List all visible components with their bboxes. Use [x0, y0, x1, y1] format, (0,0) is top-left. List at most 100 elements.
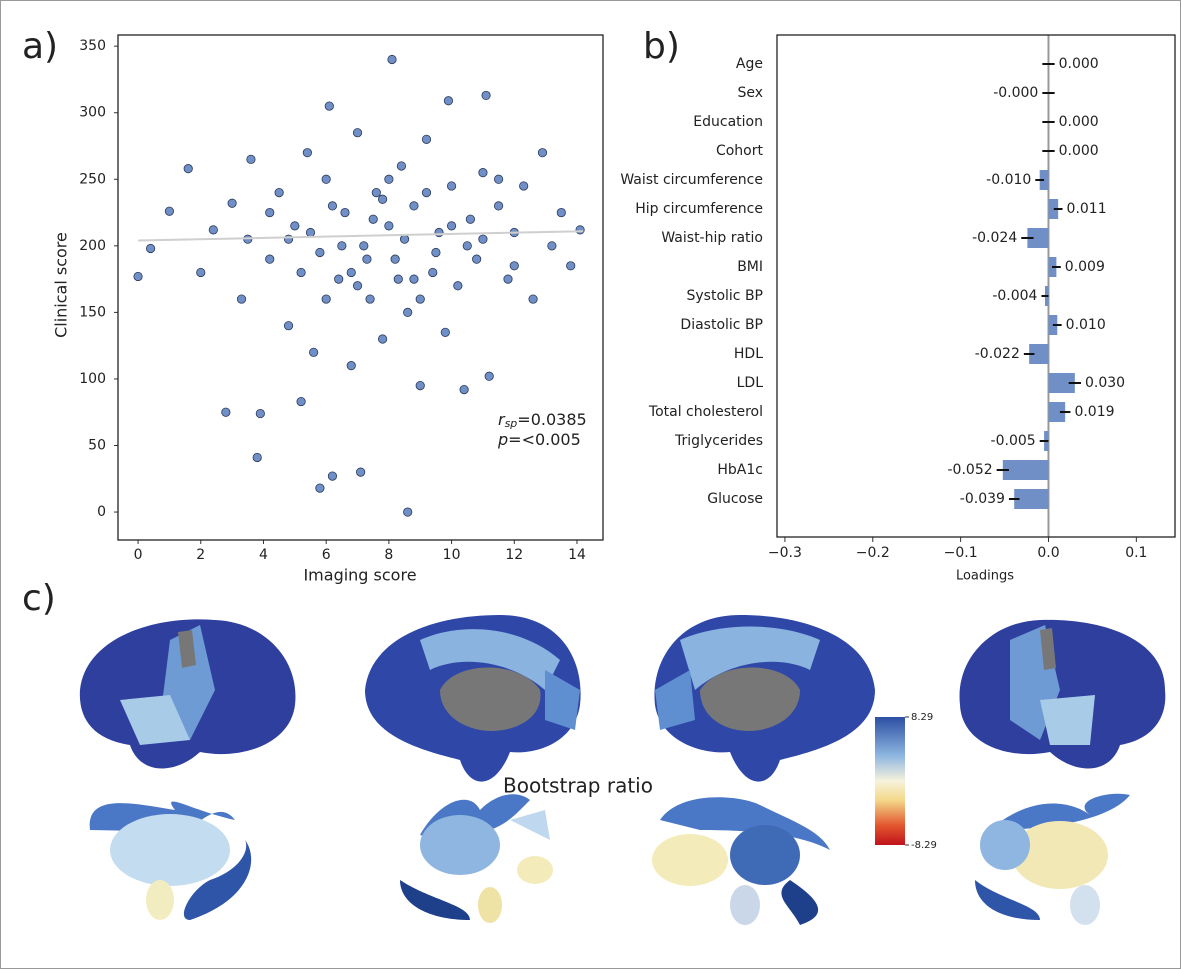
category-label: BMI [737, 259, 763, 275]
point [396, 161, 407, 171]
point [399, 234, 410, 244]
point [472, 254, 482, 264]
subcortical-2 [400, 794, 553, 923]
point [359, 241, 369, 251]
point [547, 241, 557, 251]
panel-label: a) [22, 26, 58, 67]
subcortical-4 [975, 793, 1130, 925]
point [428, 267, 438, 278]
point [352, 128, 363, 138]
category-label: Education [693, 114, 763, 130]
y-tick-label: 150 [79, 304, 106, 320]
panel-label: c) [22, 578, 56, 619]
brain-medial-left [365, 615, 581, 782]
x-tick-label: 6 [322, 547, 331, 563]
point [465, 214, 475, 224]
y-tick-label: 200 [79, 238, 106, 254]
category-label: Age [736, 56, 763, 72]
value-label: 0.011 [1067, 201, 1107, 217]
y-axis-label: Clinical score [52, 232, 71, 338]
value-label: 0.000 [1059, 143, 1099, 159]
annotation: rsp=0.0385 [498, 410, 587, 431]
value-label: 0.010 [1066, 317, 1106, 333]
point [183, 164, 193, 174]
annotation: p=<0.005 [497, 430, 581, 449]
y-tick-label: 300 [79, 105, 106, 121]
point [283, 321, 294, 331]
bar [1048, 373, 1075, 393]
point [265, 207, 275, 218]
category-label: Glucose [707, 491, 763, 507]
point [236, 294, 247, 304]
trend-line [138, 230, 584, 242]
x-tick-label: 14 [568, 547, 586, 563]
panel-label: b) [643, 26, 680, 67]
annotation-part: =0.0385 [517, 410, 586, 429]
point [528, 294, 538, 304]
point [309, 347, 319, 357]
annotation-part: p [497, 430, 508, 449]
value-label: -0.052 [948, 462, 993, 478]
x-tick-label: 0.1 [1125, 545, 1147, 561]
value-label: 0.030 [1085, 375, 1125, 391]
value-label: 0.000 [1059, 114, 1099, 130]
point [246, 154, 256, 164]
category-label: Hip circumference [635, 201, 763, 217]
value-label: -0.000 [993, 85, 1038, 101]
point [415, 380, 425, 391]
point [393, 274, 403, 284]
point [575, 225, 585, 235]
point [356, 467, 366, 477]
category-label: Waist-hip ratio [661, 230, 763, 246]
value-label: 0.019 [1074, 404, 1114, 420]
category-label: Diastolic BP [680, 317, 763, 333]
point [346, 267, 356, 278]
y-tick-label: 250 [79, 171, 106, 187]
point [296, 396, 306, 407]
bar [1048, 199, 1059, 219]
point [283, 234, 294, 244]
point [519, 181, 529, 191]
point [403, 307, 413, 317]
colorbar-tick-label: -8.29 [911, 840, 937, 851]
category-label: Sex [737, 85, 763, 101]
x-tick-label: −0.1 [944, 545, 978, 561]
bar [1048, 402, 1066, 422]
x-tick-label: 8 [384, 547, 393, 563]
point [384, 174, 394, 184]
bar [1029, 344, 1049, 364]
y-tick-label: 100 [79, 371, 106, 387]
point [384, 221, 394, 231]
point [409, 201, 419, 211]
point [494, 174, 504, 184]
category-label: Triglycerides [674, 433, 763, 449]
value-label: -0.022 [975, 346, 1020, 362]
point [478, 234, 488, 244]
point [133, 271, 143, 282]
plot-frame [117, 34, 604, 541]
point [305, 227, 316, 238]
point [255, 408, 265, 419]
x-tick-label: 2 [196, 547, 205, 563]
point [566, 261, 576, 271]
point [227, 198, 237, 208]
panel-title: Bootstrap ratio [503, 774, 653, 798]
point [146, 243, 156, 254]
point [208, 225, 218, 235]
x-tick-label: 10 [443, 547, 461, 563]
value-label: -0.004 [992, 288, 1037, 304]
annotation-part: r [498, 410, 506, 429]
plot-frame [776, 34, 1176, 538]
point [290, 221, 300, 231]
value-label: 0.000 [1059, 56, 1099, 72]
point [252, 452, 262, 463]
y-tick-label: 350 [79, 38, 106, 54]
point [352, 281, 363, 291]
bar [1027, 228, 1049, 248]
point [334, 274, 344, 284]
point [321, 174, 331, 184]
y-tick-label: 0 [97, 504, 106, 520]
value-label: -0.024 [972, 230, 1017, 246]
